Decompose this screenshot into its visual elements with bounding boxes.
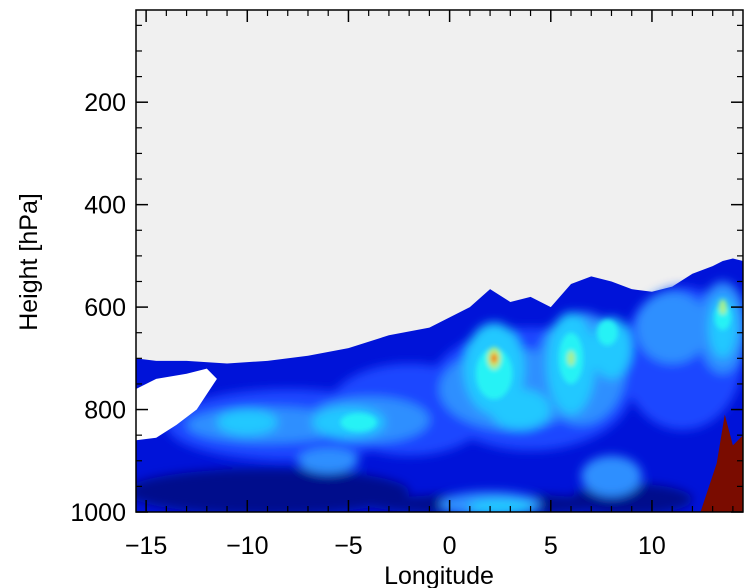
clear-region	[136, 368, 217, 441]
y-tick-label: 800	[84, 397, 126, 425]
core-cyan	[340, 413, 377, 432]
cloud-interior	[136, 281, 743, 512]
x-axis-label: Longitude	[384, 562, 494, 588]
x-axis-ticks: −15 −10 −5 0 5 10	[125, 10, 734, 560]
plot-area	[136, 10, 743, 512]
x-tick-label: −5	[334, 532, 363, 560]
shade-cyan	[216, 409, 278, 436]
shade-light	[635, 291, 709, 364]
x-tick-label: 5	[544, 532, 558, 560]
shade-dark	[136, 468, 410, 512]
shade-cyan	[467, 499, 533, 512]
shade-light	[581, 455, 642, 497]
shade-cyan	[490, 389, 551, 431]
y-tick-label: 200	[84, 89, 126, 117]
terrain-region	[700, 414, 743, 512]
core-cyan	[597, 319, 618, 346]
peak-core	[718, 299, 727, 315]
intensity-peaks	[340, 299, 731, 432]
y-axis-label: Height [hPa]	[15, 193, 43, 331]
y-tick-label: 400	[84, 192, 126, 220]
shade-light	[297, 447, 359, 474]
y-tick-label: 600	[84, 294, 126, 322]
plot-frame	[135, 9, 744, 513]
x-tick-label: 0	[443, 532, 457, 560]
core-cyan	[714, 304, 731, 331]
core-cyan	[475, 348, 513, 400]
y-axis-ticks: 200 400 600 800 1000	[70, 24, 743, 527]
x-tick-label: −15	[125, 532, 167, 560]
peak-core	[492, 355, 497, 362]
y-tick-label: 1000	[70, 499, 126, 527]
peak-core	[566, 350, 576, 367]
x-tick-label: −10	[226, 532, 268, 560]
x-tick-label: 10	[638, 532, 666, 560]
